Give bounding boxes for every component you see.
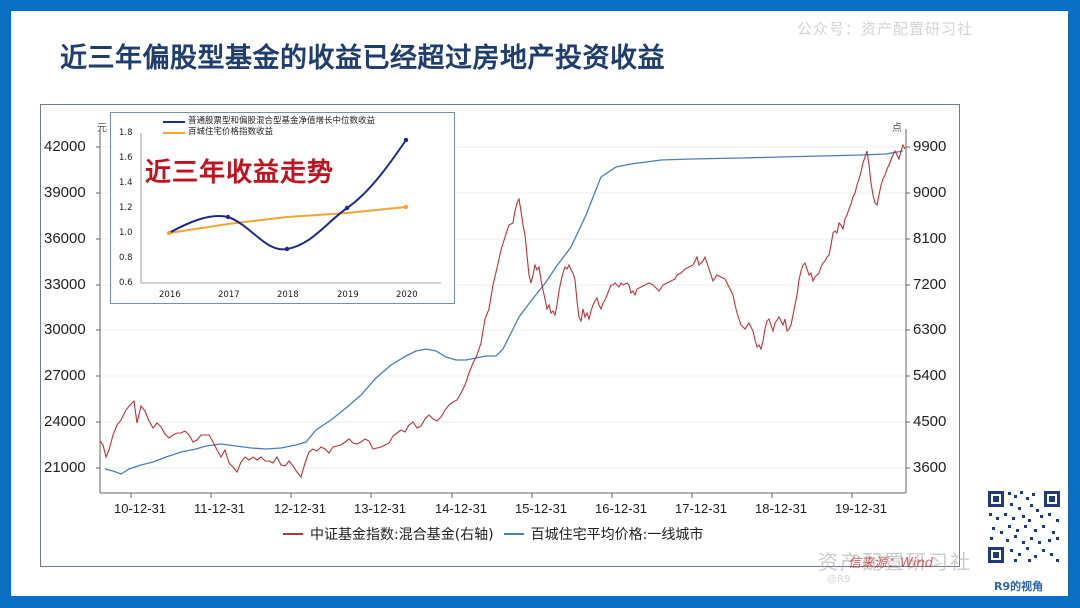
qr-code[interactable] (986, 489, 1062, 565)
x-tick: 15-12-31 (515, 501, 568, 516)
inset-y-tick: 0.6 (119, 278, 133, 288)
left-tick: 39000 (44, 184, 86, 201)
x-tick: 18-12-31 (755, 501, 808, 516)
series-fund-index (99, 143, 906, 479)
right-tick: 3600 (913, 459, 947, 476)
main-chart-legend: 中证基金指数:混合基金(右轴) 百城住宅平均价格:一线城市 (283, 524, 703, 544)
inset-plot (140, 133, 441, 284)
right-tick: 8100 (913, 230, 947, 247)
right-tick: 5400 (913, 367, 947, 384)
left-tick: 42000 (44, 138, 86, 155)
left-unit-label: 元 (97, 123, 107, 134)
watermark-source: 信来源：Wind (848, 556, 933, 571)
inset-overlay-title: 近三年收益走势 (145, 158, 335, 188)
x-tick: 10-12-31 (114, 501, 167, 516)
watermark-bottom: 资产配置研习社 (818, 550, 972, 574)
inset-legend: 普通股票型和偏股混合型基金净值增长中位数收益 百城住宅价格指数收益 (163, 116, 375, 138)
qr-caption: R9的视角 (994, 580, 1044, 593)
watermark-r9: @R9 (827, 574, 851, 585)
x-tick: 14-12-31 (435, 501, 488, 516)
x-tick: 12-12-31 (274, 501, 327, 516)
x-tick: 17-12-31 (675, 501, 728, 516)
inset-y-tick: 1.8 (119, 128, 133, 138)
x-tick: 19-12-31 (835, 501, 888, 516)
right-tick: 9000 (913, 184, 947, 201)
watermark-top: 公众号：资产配置研习社 (797, 20, 974, 38)
inset-y-tick: 1.6 (119, 153, 133, 163)
inset-x-tick: 2017 (218, 290, 240, 300)
legend-label-fund: 中证基金指数:混合基金(右轴) (310, 527, 494, 543)
inset-legend-fund: 普通股票型和偏股混合型基金净值增长中位数收益 (188, 116, 376, 126)
qr-code-icon (986, 489, 1062, 565)
inset-legend-house: 百城住宅价格指数收益 (188, 127, 274, 137)
inset-y-tick: 1.4 (119, 178, 133, 188)
legend-swatch-fund (283, 533, 303, 535)
left-tick: 21000 (44, 459, 86, 476)
right-unit-label: 点 (892, 123, 902, 134)
inset-x-tick: 2019 (337, 290, 359, 300)
inset-x-tick: 2020 (396, 290, 418, 300)
left-tick: 33000 (44, 276, 86, 293)
inset-y-tick: 1.2 (119, 203, 133, 213)
left-tick: 24000 (44, 413, 86, 430)
series-house-price (104, 150, 904, 475)
page-title: 近三年偏股型基金的收益已经超过房地产投资收益 (60, 43, 665, 74)
inset-y-tick: 0.8 (119, 253, 133, 263)
left-tick: 36000 (44, 230, 86, 247)
inset-series-house (168, 206, 407, 234)
x-tick: 13-12-31 (354, 501, 407, 516)
right-tick: 9900 (913, 138, 947, 155)
x-tick: 11-12-31 (194, 501, 246, 516)
inset-chart: 普通股票型和偏股混合型基金净值增长中位数收益 百城住宅价格指数收益 1.8 1.… (110, 112, 455, 304)
right-tick: 4500 (913, 413, 947, 430)
left-tick: 27000 (44, 367, 86, 384)
right-tick: 7200 (913, 276, 947, 293)
x-tick: 16-12-31 (595, 501, 648, 516)
inset-x-tick: 2018 (277, 290, 299, 300)
left-tick: 30000 (44, 321, 86, 338)
legend-label-house: 百城住宅平均价格:一线城市 (530, 527, 704, 543)
legend-swatch-house (503, 533, 524, 535)
inset-x-tick: 2016 (159, 290, 181, 300)
right-tick: 6300 (913, 321, 947, 338)
inset-y-tick: 1.0 (119, 228, 133, 238)
